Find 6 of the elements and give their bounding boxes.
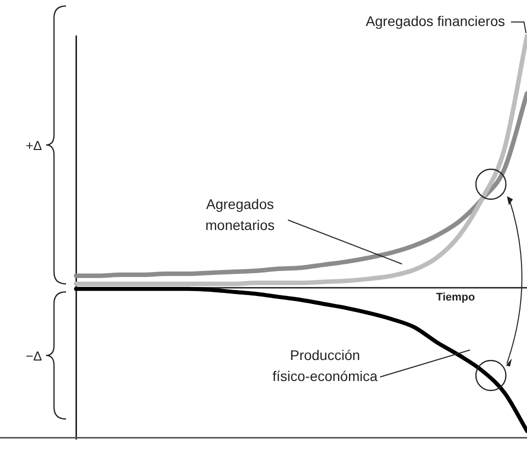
text: Producción físico-económica: [272, 346, 378, 384]
x-axis-title: Tiempo: [436, 291, 476, 304]
series-label: Agregados financieros: [366, 12, 505, 29]
text: Agregados monetarios: [205, 196, 275, 233]
text: −Δ: [26, 348, 42, 364]
text: +Δ: [26, 138, 42, 153]
